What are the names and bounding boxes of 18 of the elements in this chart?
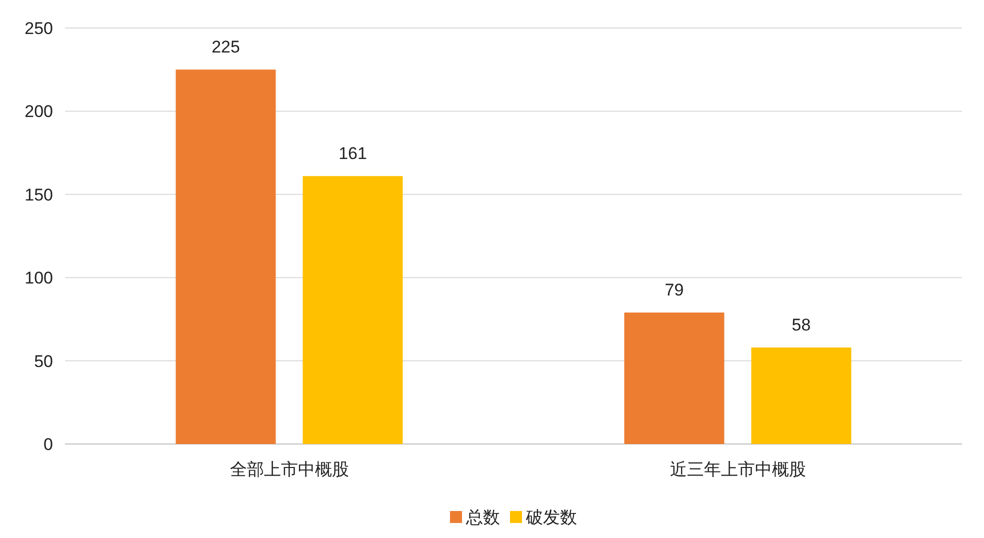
bar bbox=[624, 312, 724, 444]
bar bbox=[176, 70, 276, 444]
legend-label: 破发数 bbox=[525, 508, 577, 527]
bar bbox=[302, 176, 403, 444]
data-label: 225 bbox=[212, 38, 240, 57]
data-label: 79 bbox=[664, 280, 684, 300]
y-tick-label: 100 bbox=[24, 268, 53, 288]
y-tick-label: 0 bbox=[44, 435, 53, 454]
data-label: 161 bbox=[338, 144, 367, 164]
data-label: 58 bbox=[792, 315, 811, 334]
y-tick-label: 250 bbox=[24, 19, 53, 38]
y-tick-label: 200 bbox=[24, 102, 53, 122]
legend-label: 总数 bbox=[465, 508, 500, 527]
bar bbox=[751, 347, 852, 444]
x-tick-label: 近三年上市中概股 bbox=[670, 460, 806, 479]
x-tick-label: 全部上市中概股 bbox=[230, 460, 349, 479]
y-tick-label: 50 bbox=[34, 352, 53, 371]
y-tick-label: 150 bbox=[24, 185, 53, 204]
